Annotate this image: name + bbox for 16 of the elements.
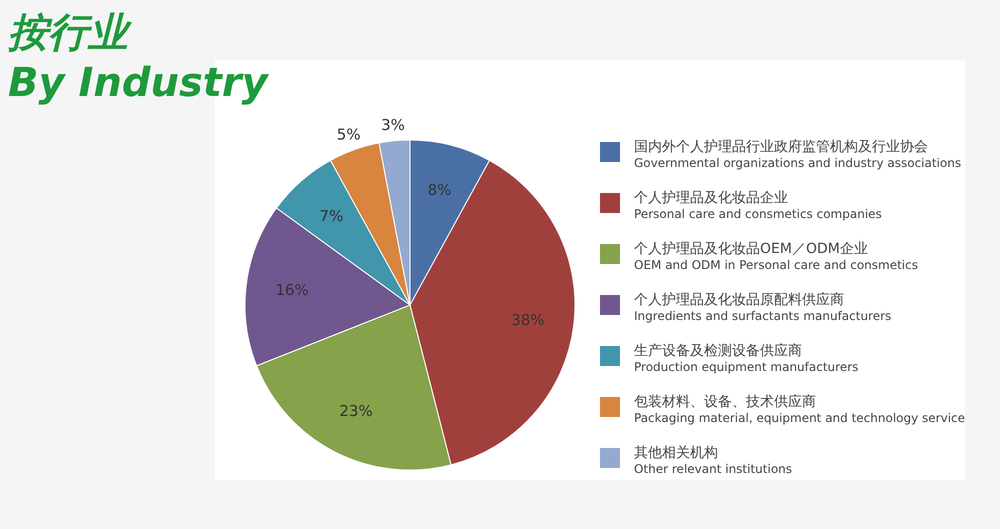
data-label: 38% [511,310,545,329]
legend-label: 个人护理品及化妆品原配料供应商 Ingredients and surfactants manufacturers [634,291,892,324]
chart-title: 按行业 [8,9,133,58]
data-label: 8% [428,180,452,199]
data-label: 3% [381,116,405,134]
legend-label: 国内外个人护理品行业政府监管机构及行业协会 Governmental organizations and industry associations [634,138,962,171]
legend-label: 个人护理品及化妆品OEM／ODM企业 OEM and ODM in Personal care and consmetics [634,240,918,273]
data-label: 16% [275,281,309,300]
legend-label: 其他相关机构 Other relevant institutions [634,444,792,477]
legend-label: 生产设备及检测设备供应商 Production equipment manufacturers [634,342,858,375]
legend-label: 个人护理品及化妆品企业 Personal care and consmetics companies [634,189,882,222]
data-label: 7% [320,206,344,225]
chart-subtitle: By Industry [8,59,268,108]
data-label: 5% [336,126,361,144]
legend-label: 包装材料、设备、技术供应商 Packaging material, equipment and technology service [634,393,966,426]
data-label: 23% [339,402,373,420]
